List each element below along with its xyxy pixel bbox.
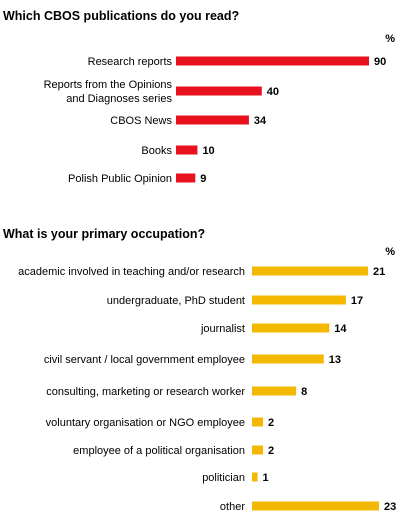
data-label: 90 [374,56,386,68]
data-label: 2 [268,445,274,457]
data-label: 2 [268,417,274,429]
category-label: academic involved in teaching and/or res… [18,266,245,278]
data-label: 1 [263,472,269,484]
bar [252,266,368,276]
category-label: Books [141,145,172,157]
bar [176,56,369,66]
bar [252,354,324,364]
bar [176,86,262,96]
bar [252,295,346,305]
bar [176,145,198,155]
category-label: other [220,501,245,511]
data-label: 14 [334,323,347,335]
bar [252,417,264,427]
bar [176,173,196,183]
category-label: civil servant / local government employe… [44,354,245,366]
data-label: 13 [329,354,341,366]
bar [252,323,330,333]
bar [252,472,258,482]
category-label: Research reports [88,56,173,68]
category-label: voluntary organisation or NGO employee [46,417,245,429]
data-label: 34 [254,115,267,127]
unit-label: % [385,33,395,45]
category-label: Reports from the Opinions [44,79,173,91]
category-label: Polish Public Opinion [68,173,172,185]
unit-label: % [385,246,395,258]
bar [252,501,379,511]
data-label: 17 [351,295,363,307]
category-label: undergraduate, PhD student [107,295,245,307]
category-label: employee of a political organisation [73,445,245,457]
bar [176,115,249,125]
chart-title: What is your primary occupation? [3,227,205,241]
chart-title: Which CBOS publications do you read? [3,9,239,23]
data-label: 40 [267,86,279,98]
bar [252,386,297,396]
data-label: 21 [373,266,385,278]
category-label: politician [202,472,245,484]
category-label: and Diagnoses series [66,93,172,105]
category-label: journalist [200,323,245,335]
data-label: 9 [200,173,206,185]
bar [252,445,264,455]
data-label: 8 [301,386,307,398]
category-label: CBOS News [110,115,172,127]
category-label: consulting, marketing or research worker [46,386,245,398]
data-label: 10 [202,145,214,157]
data-label: 23 [384,501,396,511]
